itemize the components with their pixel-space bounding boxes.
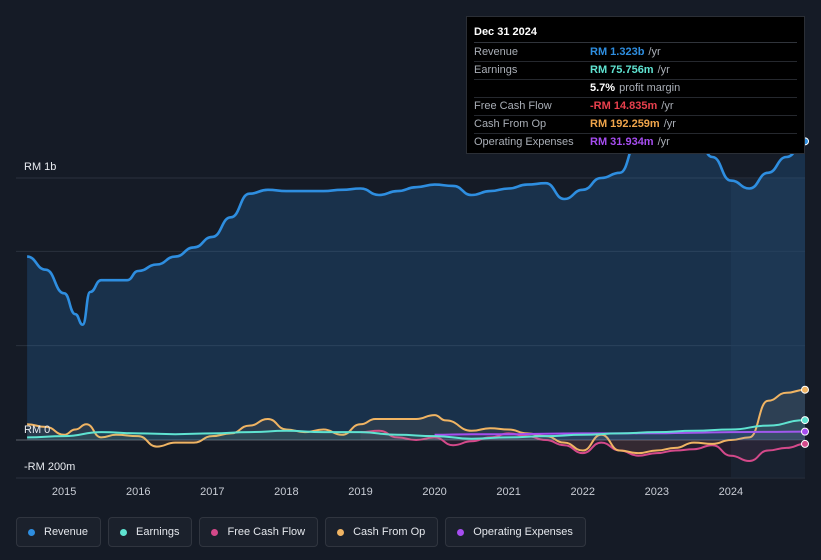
- x-tick-label: 2023: [645, 486, 669, 498]
- x-tick-label: 2021: [496, 486, 520, 498]
- tooltip-value: 5.7%: [590, 82, 616, 94]
- y-label-zero: RM 0: [24, 424, 50, 436]
- x-tick-label: 2024: [719, 486, 743, 498]
- tooltip-row-free-cash-flow: Free Cash Flow -RM 14.835m /yr: [474, 98, 797, 116]
- tooltip-row-revenue: Revenue RM 1.323b /yr: [474, 44, 797, 62]
- tooltip-label: Operating Expenses: [474, 136, 574, 148]
- tooltip-row-cash-from-op: Cash From Op RM 192.259m /yr: [474, 116, 797, 134]
- x-tick-label: 2017: [200, 486, 224, 498]
- cash-from-op-line: [27, 388, 806, 455]
- earnings-area: [27, 420, 806, 440]
- tooltip-label: Cash From Op: [474, 118, 547, 130]
- operating-expenses-end-point: [801, 427, 809, 436]
- legend-dot-icon: [211, 528, 219, 536]
- free-cash-flow-area: [360, 430, 805, 461]
- tooltip-row-operating-expenses: Operating Expenses RM 31.934m /yr: [474, 134, 797, 151]
- earnings-end-point: [801, 416, 809, 425]
- tooltip-value: RM 31.934m: [590, 136, 654, 148]
- legend-dot-icon: [120, 528, 128, 536]
- legend-item-operating-expenses[interactable]: Operating Expenses: [445, 517, 586, 547]
- legend-label: Earnings: [136, 526, 180, 538]
- earnings-line: [27, 419, 806, 440]
- x-tick-label: 2018: [274, 486, 298, 498]
- legend-label: Revenue: [44, 526, 89, 538]
- legend-label: Free Cash Flow: [227, 526, 306, 538]
- y-label-bottom: -RM 200m: [24, 461, 75, 473]
- x-tick-label: 2016: [126, 486, 150, 498]
- tooltip-unit: /yr: [648, 46, 661, 58]
- legend-item-earnings[interactable]: Earnings: [108, 517, 193, 547]
- legend: Revenue Earnings Free Cash Flow Cash Fro…: [16, 517, 586, 547]
- tooltip: Dec 31 2024 Revenue RM 1.323b /yr Earnin…: [466, 16, 805, 154]
- tooltip-row-profit-margin: 5.7% profit margin: [474, 80, 797, 98]
- free-cash-flow-end-point: [801, 439, 809, 448]
- legend-dot-icon: [457, 528, 465, 536]
- cash-from-op-area: [27, 389, 806, 454]
- x-tick-label: 2020: [422, 486, 446, 498]
- tooltip-unit: /yr: [657, 64, 670, 76]
- tooltip-unit: profit margin: [619, 82, 681, 94]
- tooltip-value: RM 75.756m: [590, 64, 654, 76]
- legend-label: Operating Expenses: [473, 526, 573, 538]
- tooltip-unit: /yr: [663, 118, 676, 130]
- cash-from-op-end-point: [801, 385, 809, 394]
- tooltip-unit: /yr: [657, 136, 670, 148]
- y-label-top: RM 1b: [24, 161, 56, 173]
- legend-item-cash-from-op[interactable]: Cash From Op: [325, 517, 439, 547]
- tooltip-label: Free Cash Flow: [474, 100, 552, 112]
- x-tick-label: 2022: [571, 486, 595, 498]
- free-cash-flow-line: [360, 429, 806, 462]
- tooltip-label: [474, 80, 590, 97]
- legend-dot-icon: [337, 528, 345, 536]
- x-tick-label: 2015: [52, 486, 76, 498]
- legend-item-free-cash-flow[interactable]: Free Cash Flow: [199, 517, 319, 547]
- tooltip-date: Dec 31 2024: [474, 25, 797, 43]
- tooltip-row-earnings: Earnings RM 75.756m /yr: [474, 62, 797, 80]
- x-tick-label: 2019: [348, 486, 372, 498]
- tooltip-value: RM 192.259m: [590, 118, 660, 130]
- series-layer: [26, 125, 806, 462]
- tooltip-unit: /yr: [661, 100, 674, 112]
- end-points: [801, 137, 809, 448]
- legend-dot-icon: [28, 528, 35, 536]
- tooltip-label: Earnings: [474, 64, 518, 76]
- legend-label: Cash From Op: [353, 526, 426, 538]
- tooltip-label: Revenue: [474, 46, 519, 58]
- tooltip-value: -RM 14.835m: [590, 100, 658, 112]
- operating-expenses-area: [434, 431, 805, 440]
- tooltip-value: RM 1.323b: [590, 46, 645, 58]
- revenue-area: [27, 126, 806, 441]
- x-axis: 2015 2016 2017 2018 2019 2020 2021 2022 2023 2024: [52, 486, 743, 498]
- legend-item-revenue[interactable]: Revenue: [16, 517, 102, 547]
